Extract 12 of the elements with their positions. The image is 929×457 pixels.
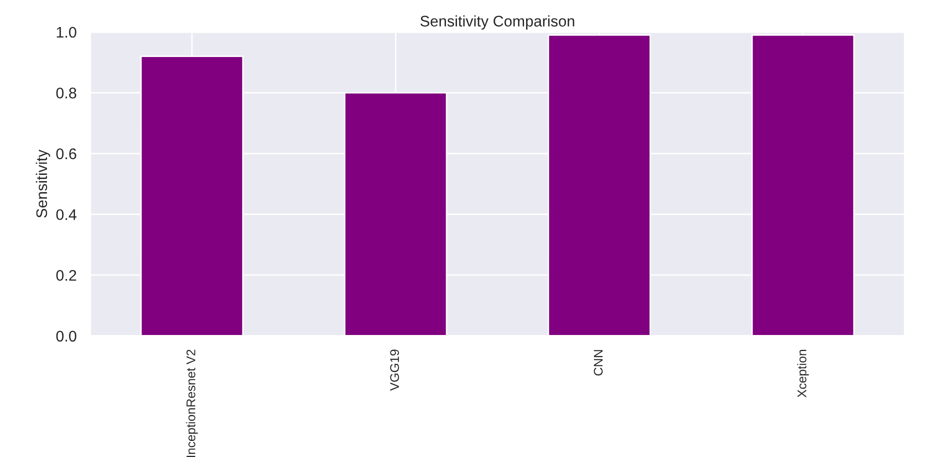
y-tick-label: 1.0	[56, 26, 76, 38]
x-tick-label: InceptionResnet V2	[186, 350, 198, 457]
y-axis-title: Sensitivity	[36, 150, 50, 218]
y-tick-label: 0.6	[56, 148, 76, 160]
x-tick-label: Xception	[797, 350, 809, 398]
y-tick-label: 0.4	[56, 209, 76, 220]
y-tick-label: 0.0	[56, 330, 76, 342]
x-tick-label: VGG19	[390, 350, 399, 391]
chart-title: Sensitivity Comparison	[420, 15, 574, 30]
y-tick-label: 0.8	[56, 88, 76, 98]
y-tick-label: 0.2	[56, 270, 76, 281]
x-tick-label: CNN	[594, 350, 603, 376]
